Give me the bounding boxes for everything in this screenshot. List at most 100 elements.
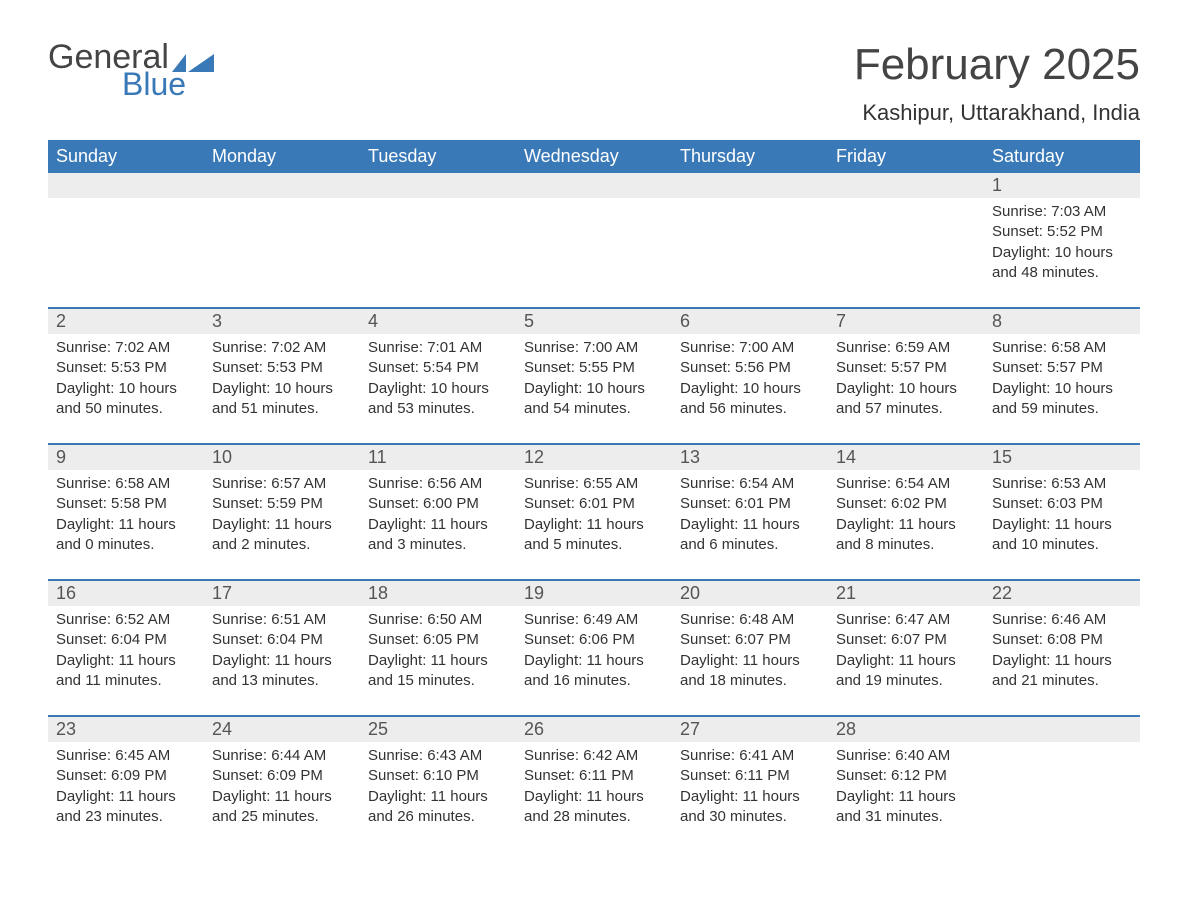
day-content-strip: Sunrise: 7:02 AMSunset: 5:53 PMDaylight:… <box>48 334 1140 429</box>
week-row: 1Sunrise: 7:03 AMSunset: 5:52 PMDaylight… <box>48 173 1140 293</box>
sunset-line: Sunset: 5:56 PM <box>680 358 820 378</box>
sunset-line: Sunset: 5:53 PM <box>56 358 196 378</box>
title-block: February 2025 Kashipur, Uttarakhand, Ind… <box>854 40 1140 136</box>
sunrise-line: Sunrise: 6:48 AM <box>680 610 820 630</box>
day-cell: Sunrise: 6:57 AMSunset: 5:59 PMDaylight:… <box>204 470 360 565</box>
day-number: 7 <box>828 309 984 334</box>
daynum-strip: 16171819202122 <box>48 581 1140 606</box>
header-row: General Blue February 2025 Kashipur, Utt… <box>48 40 1140 136</box>
daylight-line: Daylight: 11 hours and 30 minutes. <box>680 787 820 828</box>
day-number: 12 <box>516 445 672 470</box>
week-row: 9101112131415Sunrise: 6:58 AMSunset: 5:5… <box>48 443 1140 565</box>
day-number: 19 <box>516 581 672 606</box>
day-number <box>204 173 360 198</box>
sunrise-line: Sunrise: 6:56 AM <box>368 474 508 494</box>
weekday-tuesday: Tuesday <box>360 140 516 173</box>
daylight-line: Daylight: 11 hours and 25 minutes. <box>212 787 352 828</box>
day-cell: Sunrise: 7:02 AMSunset: 5:53 PMDaylight:… <box>204 334 360 429</box>
sunrise-line: Sunrise: 6:58 AM <box>56 474 196 494</box>
sunrise-line: Sunrise: 6:45 AM <box>56 746 196 766</box>
sunrise-line: Sunrise: 7:01 AM <box>368 338 508 358</box>
day-cell: Sunrise: 6:51 AMSunset: 6:04 PMDaylight:… <box>204 606 360 701</box>
daylight-line: Daylight: 11 hours and 21 minutes. <box>992 651 1132 692</box>
daylight-line: Daylight: 11 hours and 2 minutes. <box>212 515 352 556</box>
day-number: 22 <box>984 581 1140 606</box>
daylight-line: Daylight: 11 hours and 0 minutes. <box>56 515 196 556</box>
daylight-line: Daylight: 11 hours and 26 minutes. <box>368 787 508 828</box>
sunrise-line: Sunrise: 6:53 AM <box>992 474 1132 494</box>
sunset-line: Sunset: 5:57 PM <box>836 358 976 378</box>
sunrise-line: Sunrise: 6:50 AM <box>368 610 508 630</box>
brand-word2: Blue <box>122 68 186 100</box>
day-number: 5 <box>516 309 672 334</box>
day-number: 10 <box>204 445 360 470</box>
daylight-line: Daylight: 10 hours and 56 minutes. <box>680 379 820 420</box>
sunrise-line: Sunrise: 6:40 AM <box>836 746 976 766</box>
sunrise-line: Sunrise: 6:54 AM <box>680 474 820 494</box>
day-number: 28 <box>828 717 984 742</box>
day-number: 4 <box>360 309 516 334</box>
daylight-line: Daylight: 11 hours and 15 minutes. <box>368 651 508 692</box>
daynum-strip: 232425262728 <box>48 717 1140 742</box>
day-cell: Sunrise: 6:40 AMSunset: 6:12 PMDaylight:… <box>828 742 984 837</box>
day-number <box>828 173 984 198</box>
day-cell <box>516 198 672 293</box>
day-number <box>516 173 672 198</box>
day-cell: Sunrise: 7:03 AMSunset: 5:52 PMDaylight:… <box>984 198 1140 293</box>
calendar-body: 1Sunrise: 7:03 AMSunset: 5:52 PMDaylight… <box>48 173 1140 837</box>
daylight-line: Daylight: 11 hours and 13 minutes. <box>212 651 352 692</box>
day-number: 16 <box>48 581 204 606</box>
day-cell <box>984 742 1140 837</box>
sunset-line: Sunset: 6:02 PM <box>836 494 976 514</box>
sunrise-line: Sunrise: 6:46 AM <box>992 610 1132 630</box>
daylight-line: Daylight: 10 hours and 54 minutes. <box>524 379 664 420</box>
sunrise-line: Sunrise: 6:49 AM <box>524 610 664 630</box>
day-cell: Sunrise: 6:44 AMSunset: 6:09 PMDaylight:… <box>204 742 360 837</box>
month-title: February 2025 <box>854 40 1140 90</box>
sunrise-line: Sunrise: 6:43 AM <box>368 746 508 766</box>
sunset-line: Sunset: 6:01 PM <box>524 494 664 514</box>
day-cell <box>672 198 828 293</box>
day-number: 6 <box>672 309 828 334</box>
sunset-line: Sunset: 5:52 PM <box>992 222 1132 242</box>
sunset-line: Sunset: 5:53 PM <box>212 358 352 378</box>
sunrise-line: Sunrise: 6:51 AM <box>212 610 352 630</box>
sunset-line: Sunset: 6:03 PM <box>992 494 1132 514</box>
sunset-line: Sunset: 5:54 PM <box>368 358 508 378</box>
day-number: 17 <box>204 581 360 606</box>
day-number: 24 <box>204 717 360 742</box>
weekday-thursday: Thursday <box>672 140 828 173</box>
sunset-line: Sunset: 5:55 PM <box>524 358 664 378</box>
daylight-line: Daylight: 11 hours and 5 minutes. <box>524 515 664 556</box>
day-cell: Sunrise: 6:47 AMSunset: 6:07 PMDaylight:… <box>828 606 984 701</box>
daynum-strip: 9101112131415 <box>48 445 1140 470</box>
daylight-line: Daylight: 11 hours and 10 minutes. <box>992 515 1132 556</box>
daylight-line: Daylight: 10 hours and 48 minutes. <box>992 243 1132 284</box>
daylight-line: Daylight: 10 hours and 53 minutes. <box>368 379 508 420</box>
day-cell: Sunrise: 6:49 AMSunset: 6:06 PMDaylight:… <box>516 606 672 701</box>
daylight-line: Daylight: 11 hours and 23 minutes. <box>56 787 196 828</box>
sunrise-line: Sunrise: 6:57 AM <box>212 474 352 494</box>
week-row: 16171819202122Sunrise: 6:52 AMSunset: 6:… <box>48 579 1140 701</box>
day-cell: Sunrise: 6:58 AMSunset: 5:58 PMDaylight:… <box>48 470 204 565</box>
weekday-friday: Friday <box>828 140 984 173</box>
daylight-line: Daylight: 11 hours and 28 minutes. <box>524 787 664 828</box>
sunset-line: Sunset: 6:06 PM <box>524 630 664 650</box>
day-cell: Sunrise: 7:02 AMSunset: 5:53 PMDaylight:… <box>48 334 204 429</box>
daylight-line: Daylight: 11 hours and 31 minutes. <box>836 787 976 828</box>
day-cell: Sunrise: 6:45 AMSunset: 6:09 PMDaylight:… <box>48 742 204 837</box>
day-number: 23 <box>48 717 204 742</box>
day-number: 3 <box>204 309 360 334</box>
day-number: 26 <box>516 717 672 742</box>
day-number: 2 <box>48 309 204 334</box>
day-number: 14 <box>828 445 984 470</box>
day-content-strip: Sunrise: 6:45 AMSunset: 6:09 PMDaylight:… <box>48 742 1140 837</box>
sunset-line: Sunset: 6:12 PM <box>836 766 976 786</box>
daylight-line: Daylight: 10 hours and 59 minutes. <box>992 379 1132 420</box>
sunset-line: Sunset: 6:00 PM <box>368 494 508 514</box>
sunset-line: Sunset: 6:09 PM <box>212 766 352 786</box>
sunrise-line: Sunrise: 6:58 AM <box>992 338 1132 358</box>
weekday-sunday: Sunday <box>48 140 204 173</box>
day-content-strip: Sunrise: 6:58 AMSunset: 5:58 PMDaylight:… <box>48 470 1140 565</box>
day-number <box>984 717 1140 742</box>
